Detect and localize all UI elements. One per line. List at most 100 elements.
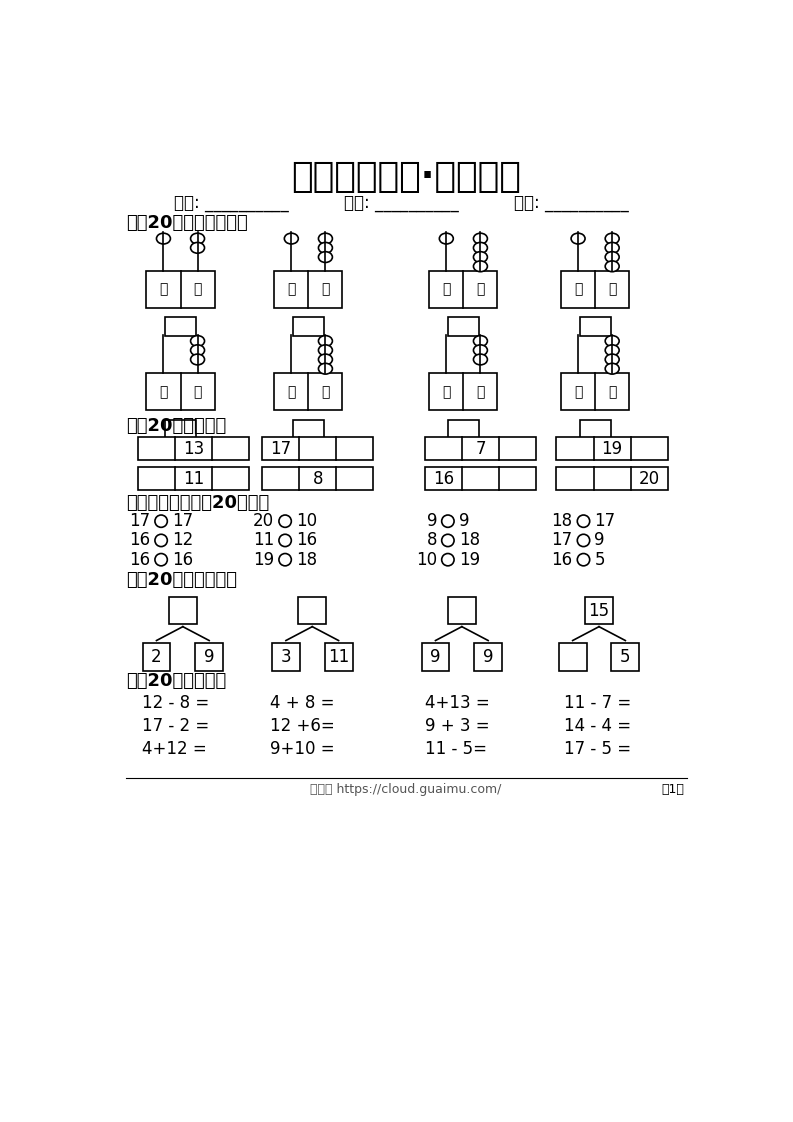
Bar xyxy=(298,597,326,624)
Text: 17 - 2 =: 17 - 2 = xyxy=(142,717,209,735)
Text: 16: 16 xyxy=(296,532,317,550)
Text: 一、20以内的看图写数: 一、20以内的看图写数 xyxy=(126,214,248,232)
Text: 17 - 5 =: 17 - 5 = xyxy=(564,741,631,758)
Text: 第1页: 第1页 xyxy=(661,783,684,795)
Ellipse shape xyxy=(190,335,205,347)
Ellipse shape xyxy=(319,344,332,356)
Text: 姓名: __________: 姓名: __________ xyxy=(174,195,288,213)
Text: 5: 5 xyxy=(594,551,605,569)
Text: 7: 7 xyxy=(475,440,485,458)
Ellipse shape xyxy=(473,261,488,272)
Text: 9: 9 xyxy=(594,532,605,550)
Bar xyxy=(138,467,250,490)
Text: 11: 11 xyxy=(183,470,205,488)
Bar xyxy=(262,438,374,460)
Text: 幼小衔接数学·每日一练: 幼小衔接数学·每日一练 xyxy=(291,160,521,194)
Ellipse shape xyxy=(605,261,619,272)
Text: 十: 十 xyxy=(159,283,167,296)
Ellipse shape xyxy=(473,242,488,254)
Ellipse shape xyxy=(319,355,332,365)
Text: 日期: __________: 日期: __________ xyxy=(344,195,458,213)
Ellipse shape xyxy=(439,233,454,243)
Text: 18: 18 xyxy=(551,512,573,531)
Bar xyxy=(165,420,196,438)
Text: 个: 个 xyxy=(321,385,330,398)
Bar xyxy=(293,420,324,438)
Text: 17: 17 xyxy=(594,512,615,531)
Text: 15: 15 xyxy=(588,601,610,619)
Text: 五、20以内加减法: 五、20以内加减法 xyxy=(126,672,227,690)
Ellipse shape xyxy=(190,242,205,254)
Text: 16: 16 xyxy=(551,551,573,569)
Text: 17: 17 xyxy=(270,440,291,458)
Text: 11 - 7 =: 11 - 7 = xyxy=(564,693,631,711)
Ellipse shape xyxy=(473,344,488,356)
Text: 20: 20 xyxy=(253,512,274,531)
Text: 十: 十 xyxy=(159,385,167,398)
Text: 16: 16 xyxy=(433,470,454,488)
Text: 10: 10 xyxy=(416,551,437,569)
Bar xyxy=(147,270,215,307)
Text: 4+12 =: 4+12 = xyxy=(142,741,206,758)
Bar xyxy=(424,438,536,460)
Text: 个: 个 xyxy=(608,385,616,398)
Text: 5: 5 xyxy=(620,647,630,665)
Bar xyxy=(143,643,170,671)
Bar xyxy=(448,597,476,624)
Text: 16: 16 xyxy=(129,551,151,569)
Bar xyxy=(274,374,343,411)
Text: 9+10 =: 9+10 = xyxy=(270,741,335,758)
Ellipse shape xyxy=(605,335,619,347)
Bar xyxy=(293,318,324,335)
Text: 9: 9 xyxy=(427,512,437,531)
Ellipse shape xyxy=(605,242,619,254)
Bar xyxy=(448,318,479,335)
Text: 个: 个 xyxy=(608,283,616,296)
Bar xyxy=(611,643,639,671)
Bar xyxy=(474,643,502,671)
Text: 12 - 8 =: 12 - 8 = xyxy=(142,693,209,711)
Bar xyxy=(272,643,300,671)
Text: 4 + 8 =: 4 + 8 = xyxy=(270,693,334,711)
Bar xyxy=(561,374,629,411)
Text: 19: 19 xyxy=(458,551,480,569)
Text: 18: 18 xyxy=(458,532,480,550)
Text: 龙云网 https://cloud.guaimu.com/: 龙云网 https://cloud.guaimu.com/ xyxy=(310,783,502,795)
Ellipse shape xyxy=(605,344,619,356)
Bar xyxy=(429,270,497,307)
Text: 18: 18 xyxy=(296,551,317,569)
Bar xyxy=(557,438,668,460)
Text: 个: 个 xyxy=(321,283,330,296)
Bar xyxy=(422,643,450,671)
Bar xyxy=(138,438,250,460)
Bar xyxy=(169,597,197,624)
Text: 二、20以内相邻数: 二、20以内相邻数 xyxy=(126,416,227,434)
Text: 11: 11 xyxy=(328,647,349,665)
Text: 8: 8 xyxy=(312,470,323,488)
Text: 8: 8 xyxy=(427,532,437,550)
Text: 十: 十 xyxy=(287,283,296,296)
Bar xyxy=(147,374,215,411)
Text: 9: 9 xyxy=(204,647,214,665)
Text: 3: 3 xyxy=(281,647,291,665)
Ellipse shape xyxy=(605,233,619,243)
Bar xyxy=(195,643,223,671)
Text: 十: 十 xyxy=(442,283,450,296)
Bar xyxy=(448,420,479,438)
Text: 个: 个 xyxy=(477,385,485,398)
Text: 三、数字比大小（20以内）: 三、数字比大小（20以内） xyxy=(126,494,270,512)
Ellipse shape xyxy=(319,335,332,347)
Bar xyxy=(561,270,629,307)
Bar xyxy=(324,643,353,671)
Ellipse shape xyxy=(605,251,619,263)
Text: 11 - 5=: 11 - 5= xyxy=(424,741,487,758)
Ellipse shape xyxy=(571,233,585,243)
Text: 十: 十 xyxy=(574,385,582,398)
Text: 17: 17 xyxy=(129,512,151,531)
Text: 用时: __________: 用时: __________ xyxy=(515,195,630,213)
Text: 16: 16 xyxy=(172,551,193,569)
Text: 个: 个 xyxy=(477,283,485,296)
Text: 20: 20 xyxy=(639,470,660,488)
Text: 9: 9 xyxy=(431,647,441,665)
Bar xyxy=(429,374,497,411)
